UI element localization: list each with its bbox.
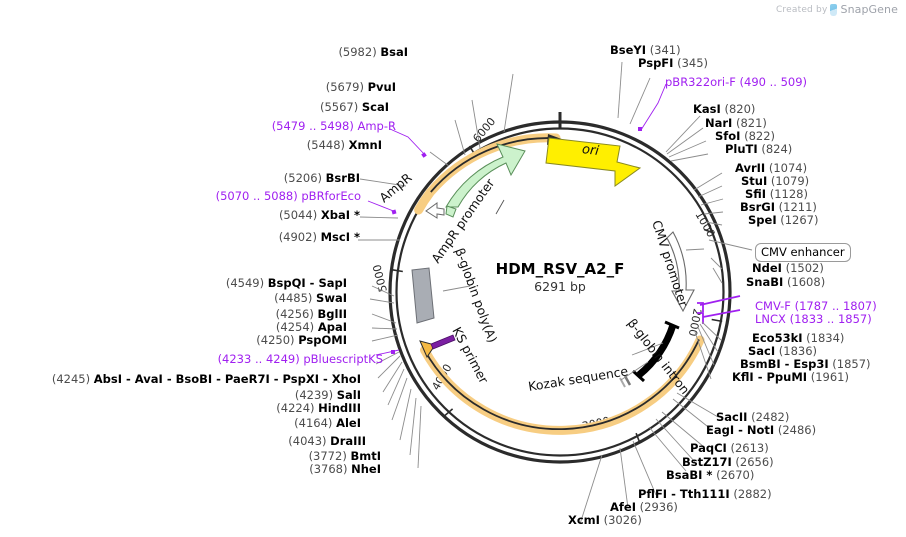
- site-label-afei: AfeI (2936): [610, 500, 678, 514]
- site-label-eco53ki: Eco53kI (1834): [752, 331, 845, 345]
- site-label-sacii: SacII (2482): [716, 410, 790, 424]
- site-label-snabi: SnaBI (1608): [746, 275, 826, 289]
- site-label-nhei: (3768) NheI: [309, 462, 381, 476]
- site-label-pspfi: PspFI (345): [638, 56, 709, 70]
- feature-label-beta-globin-intron: β-globin intron: [625, 316, 693, 397]
- feature-label-kozak: Kozak sequence: [527, 363, 629, 394]
- site-label-bspqi-sapi: (4549) BspQI - SapI: [225, 276, 347, 290]
- site-label-pflfi-tth111i: PflFI - Tth111I (2882): [638, 487, 772, 501]
- site-label-alei: (4164) AleI: [294, 416, 361, 430]
- feature-label-cmv-f: CMV-F (1787 .. 1807): [755, 299, 877, 313]
- site-label-xbai: (5044) XbaI *: [278, 208, 360, 222]
- site-label-bsmbi-esp3i: BsmBI - Esp3I (1857): [740, 357, 871, 371]
- feature-ks-primer: [430, 334, 456, 350]
- watermark-brand: SnapGene: [840, 3, 898, 16]
- feature-label-pbr322ori-f: pBR322ori-F (490 .. 509): [665, 75, 808, 89]
- site-label-bseyi: BseYI (341): [610, 43, 681, 57]
- site-label-stui: StuI (1079): [741, 174, 810, 188]
- site-label-spei: SpeI (1267): [748, 213, 819, 227]
- feature-kozak-sequence: [619, 375, 632, 388]
- feature-beta-globin-polya: [411, 267, 435, 324]
- feature-ampr: [445, 143, 526, 208]
- site-label-bsai: (5982) BsaI: [338, 45, 408, 59]
- site-label-sfoi: SfoI (822): [715, 129, 776, 143]
- site-label-apai: (4254) ApaI: [275, 320, 347, 334]
- site-label-pluti: PluTI (824): [725, 142, 793, 156]
- site-label-kfli-ppumi: KflI - PpuMI (1961): [732, 370, 849, 384]
- site-label-bsrgi: BsrGI (1211): [740, 200, 817, 214]
- site-label-pspomi: (4250) PspOMI: [256, 333, 347, 347]
- site-label-draiii: (4043) DraIII: [288, 434, 366, 448]
- site-label-scai: (5567) ScaI: [319, 100, 389, 114]
- watermark-prefix: Created by: [775, 4, 828, 15]
- site-label-xcmi: XcmI (3026): [568, 513, 642, 527]
- tick-label-5000: 5000: [371, 263, 390, 293]
- site-label-pvui: (5679) PvuI: [325, 80, 396, 94]
- feature-ampr-promoter: [425, 202, 457, 219]
- feature-beta-globin-intron: [631, 320, 680, 383]
- site-label-absi-cluster: (4245) AbsI - AvaI - BsoBI - PaeR7I - Ps…: [51, 372, 361, 386]
- site-label-nari: NarI (821): [705, 116, 767, 130]
- feature-label-cmv-enhancer: CMV enhancer: [755, 243, 851, 262]
- feature-label-ori: ori: [581, 142, 600, 159]
- site-label-msci: (4902) MscI *: [278, 230, 360, 244]
- snapgene-logo-icon: [830, 3, 838, 16]
- leader-lines: [358, 61, 753, 525]
- feature-label-lncx: LNCX (1833 .. 1857): [755, 312, 872, 326]
- site-label-bsabi: BsaBI * (2670): [666, 468, 755, 482]
- site-label-kasi: KasI (820): [693, 102, 756, 116]
- site-label-paqci: PaqCI (2613): [690, 441, 769, 455]
- site-label-hindiii: (4224) HindIII: [276, 401, 361, 415]
- site-label-eagi-noti: EagI - NotI (2486): [706, 423, 817, 437]
- ruler-ticks: [392, 145, 723, 444]
- purple-region-brackets: [697, 295, 741, 324]
- site-label-xmni: (5448) XmnI: [306, 138, 382, 152]
- feature-cmv-promoter: [666, 231, 695, 313]
- site-label-bstz17i: BstZ17I (2656): [682, 455, 774, 469]
- site-label-ndei: NdeI (1502): [752, 261, 824, 275]
- site-label-bglii: (4256) BglII: [275, 307, 347, 321]
- site-label-sfii: SfiI (1128): [745, 187, 808, 201]
- plasmid-size: 6291 bp: [534, 279, 586, 294]
- site-label-sali: (4239) SalI: [294, 388, 361, 402]
- site-label-swai: (4485) SwaI: [274, 291, 347, 305]
- snapgene-watermark: Created by SnapGene: [776, 3, 898, 16]
- feature-label-ampr: AmpR: [376, 170, 414, 206]
- feature-label-amp-r: (5479 .. 5498) Amp-R: [271, 119, 396, 133]
- site-label-saci: SacI (1836): [748, 344, 818, 358]
- feature-label-pbluescriptks: (4233 .. 4249) pBluescriptKS: [217, 352, 383, 366]
- site-label-bmti: (3772) BmtI: [308, 449, 381, 463]
- page-title: HDM_RSV_A2_F: [495, 260, 625, 278]
- site-label-bsrbi: (5206) BsrBI: [283, 171, 360, 185]
- tick-label-2000: 2000: [686, 307, 704, 337]
- site-label-avrii: AvrII (1074): [735, 161, 808, 175]
- feature-ori: [545, 137, 642, 187]
- feature-label-pbrforeco: (5070 .. 5088) pBRforEco: [215, 189, 361, 203]
